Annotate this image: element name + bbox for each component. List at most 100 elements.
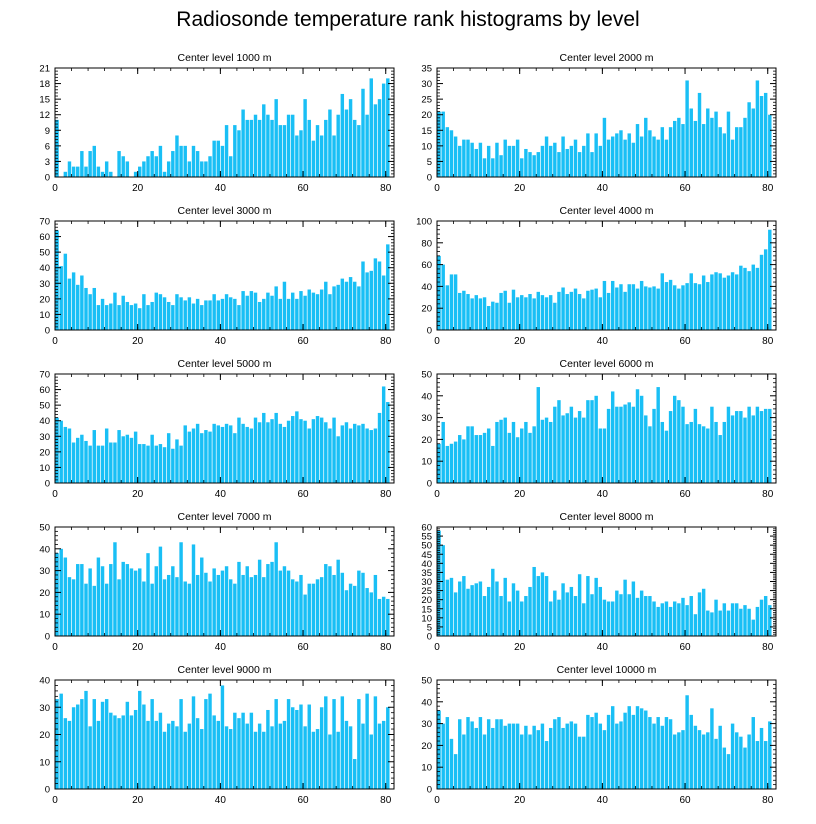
histogram-bar xyxy=(615,723,619,789)
histogram-bar xyxy=(735,274,739,330)
y-tick-label: 20 xyxy=(39,588,50,599)
histogram-bar xyxy=(166,301,171,330)
histogram-bar xyxy=(449,274,454,330)
histogram-bar xyxy=(373,104,378,177)
histogram-bar xyxy=(88,568,92,636)
histogram-bar xyxy=(92,699,96,789)
histogram-bar xyxy=(668,127,673,177)
histogram-bar xyxy=(627,706,631,789)
histogram-bar xyxy=(615,287,619,330)
histogram-bar xyxy=(743,747,747,789)
histogram-bar xyxy=(299,704,303,789)
histogram-bar xyxy=(553,142,557,177)
histogram-bar xyxy=(291,579,295,636)
histogram-bar xyxy=(332,417,336,483)
y-tick-label: 0 xyxy=(45,326,50,337)
y-tick-label: 50 xyxy=(421,370,432,381)
histogram-bar xyxy=(507,432,512,483)
histogram-bar xyxy=(544,136,549,177)
y-tick-label: 20 xyxy=(39,447,50,458)
histogram-bar xyxy=(200,161,204,177)
y-tick-label: 45 xyxy=(421,550,432,561)
histogram-bar xyxy=(138,444,142,483)
histogram-bar xyxy=(274,542,278,636)
histogram-bar xyxy=(706,108,710,177)
histogram-bar xyxy=(759,411,764,483)
histogram-bar xyxy=(648,130,652,177)
histogram-bar xyxy=(353,281,357,330)
histogram-bar xyxy=(470,721,474,789)
histogram-bar xyxy=(590,152,594,177)
histogram-bar xyxy=(191,696,196,789)
histogram-bar xyxy=(253,574,258,636)
histogram-bar xyxy=(63,171,68,177)
histogram-bar xyxy=(361,88,365,177)
histogram-bar xyxy=(631,714,636,789)
histogram-bar xyxy=(445,445,450,483)
histogram-bar xyxy=(565,148,569,177)
histogram-bar xyxy=(491,568,495,636)
histogram-panel: Center level 8000 m0 20 40 60 80051015202530… xyxy=(421,511,777,653)
histogram-bar xyxy=(586,714,590,789)
y-tick-label: 21 xyxy=(39,64,50,75)
histogram-bar xyxy=(311,292,316,330)
histogram-bar xyxy=(307,119,311,177)
histogram-bar xyxy=(191,145,196,177)
histogram-bar xyxy=(577,152,582,177)
y-tick-label: 20 xyxy=(39,294,50,305)
histogram-bar xyxy=(109,442,113,483)
histogram-bar xyxy=(623,291,627,330)
histogram-bar xyxy=(121,156,125,177)
histogram-bar xyxy=(759,599,764,636)
histogram-bar xyxy=(365,114,369,177)
histogram-bar xyxy=(348,428,353,483)
histogram-bar xyxy=(71,579,76,636)
y-tick-label: 30 xyxy=(39,566,50,577)
y-tick-label: 25 xyxy=(421,95,432,106)
histogram-bar xyxy=(353,759,357,789)
y-tick-label: 40 xyxy=(421,282,432,293)
x-tick-label: 20 xyxy=(132,489,144,500)
histogram-bar xyxy=(183,300,187,330)
histogram-bar xyxy=(353,585,357,636)
histogram-bar xyxy=(117,579,121,636)
histogram-bar xyxy=(113,715,117,789)
histogram-bar xyxy=(249,119,254,177)
histogram-bar xyxy=(685,80,689,177)
histogram-bar xyxy=(344,422,349,483)
histogram-bar xyxy=(610,391,615,483)
histogram-bar xyxy=(245,566,249,636)
histogram-bar xyxy=(125,564,130,636)
histogram-bar xyxy=(80,699,84,789)
histogram-bar xyxy=(109,171,113,177)
histogram-bar xyxy=(689,714,693,789)
histogram-bar xyxy=(739,265,743,330)
histogram-bar xyxy=(282,426,287,483)
histogram-bar xyxy=(59,548,63,636)
histogram-bar xyxy=(743,267,747,330)
histogram-bar xyxy=(377,412,382,483)
histogram-bar xyxy=(515,723,520,789)
y-tick-label: 0 xyxy=(45,632,50,643)
histogram-bar xyxy=(154,292,158,330)
histogram-bar xyxy=(445,579,450,636)
histogram-bar xyxy=(548,727,553,789)
histogram-bar xyxy=(664,717,669,789)
histogram-bar xyxy=(307,583,311,636)
histogram-bar xyxy=(253,114,258,177)
histogram-bar xyxy=(241,712,245,789)
histogram-bar xyxy=(507,601,512,636)
histogram-bar xyxy=(262,104,266,177)
histogram-bar xyxy=(386,707,390,789)
histogram-bar xyxy=(344,590,349,636)
x-tick-label: 0 xyxy=(434,336,440,347)
histogram-bar xyxy=(482,432,487,483)
histogram-bar xyxy=(191,544,196,636)
histogram-bar xyxy=(722,603,727,636)
histogram-bar xyxy=(582,145,586,177)
panel-title: Center level 9000 m xyxy=(178,664,272,676)
histogram-bar xyxy=(627,284,631,330)
y-tick-label: 40 xyxy=(421,697,432,708)
histogram-bar xyxy=(755,267,760,330)
histogram-bar xyxy=(747,734,751,789)
